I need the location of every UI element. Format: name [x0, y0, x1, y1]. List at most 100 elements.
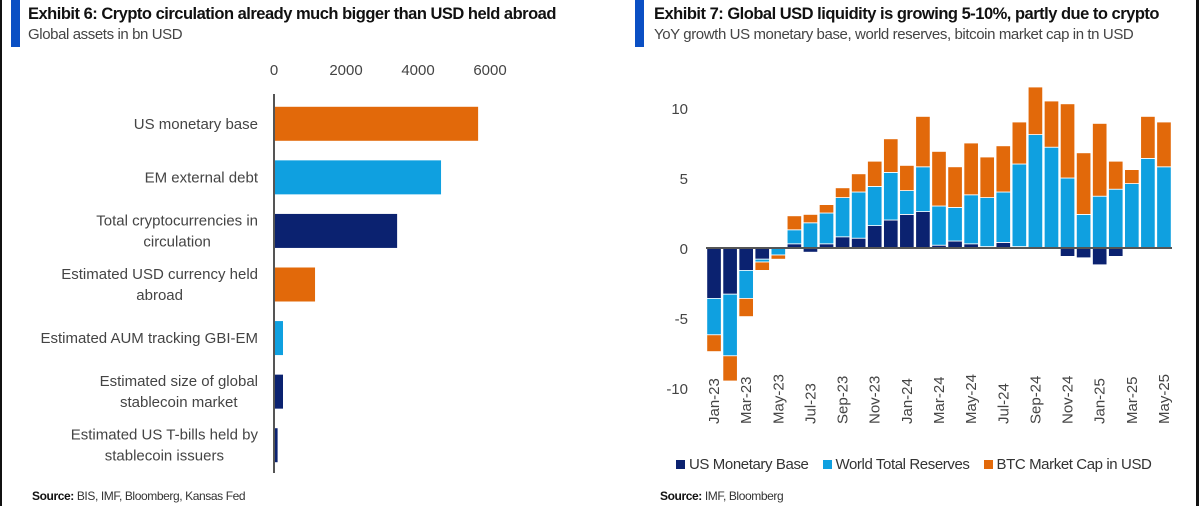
- legend-item: US Monetary Base: [676, 456, 809, 473]
- category-label: EM external debt: [145, 169, 259, 186]
- bar-segment: [706, 297, 722, 336]
- bar-segment: [867, 186, 883, 227]
- bar-segment: [706, 247, 722, 299]
- bar: [275, 213, 398, 248]
- bar-segment: [754, 247, 770, 260]
- x-tick-label: Nov-24: [1060, 376, 1077, 424]
- legend-item: BTC Market Cap in USD: [983, 456, 1152, 473]
- title-accent-bar: [635, 0, 644, 47]
- x-tick-label: Jan-24: [899, 378, 916, 424]
- x-tick-label: May-23: [770, 374, 787, 424]
- bar-segment: [1027, 86, 1044, 135]
- x-tick-label: Mar-24: [931, 376, 948, 424]
- bar-segment: [995, 191, 1011, 243]
- legend-label: BTC Market Cap in USD: [996, 456, 1152, 473]
- bar-segment: [1092, 195, 1108, 249]
- exhibit-7-subtitle: YoY growth US monetary base, world reser…: [654, 26, 1134, 43]
- x-tick-label: Mar-23: [738, 376, 755, 424]
- x-tick-label: Sep-24: [1027, 376, 1044, 424]
- bar-segment: [802, 213, 819, 224]
- bar: [275, 428, 278, 463]
- bar-segment: [818, 204, 835, 214]
- bar: [275, 267, 316, 302]
- bar-segment: [867, 225, 883, 249]
- bar-segment: [931, 205, 947, 246]
- bar-segment: [770, 254, 786, 260]
- bar-segment: [1140, 116, 1156, 159]
- x-tick-label: Jul-23: [802, 383, 819, 424]
- x-tick-label: May-24: [963, 374, 980, 424]
- y-tick-label: 10: [671, 101, 688, 118]
- bar-segment: [947, 240, 963, 249]
- category-label: Total cryptocurrencies in: [96, 212, 258, 229]
- bar-segment: [722, 355, 738, 382]
- source-text: IMF, Bloomberg: [701, 489, 784, 503]
- bar-segment: [1043, 100, 1060, 148]
- bar-segment: [867, 160, 883, 187]
- bar-segment: [738, 269, 754, 299]
- category-label: circulation: [143, 233, 211, 250]
- bar-segment: [1124, 169, 1140, 184]
- x-tick-label: Mar-25: [1124, 376, 1141, 424]
- exhibit-6-source: Source: BIS, IMF, Bloomberg, Kansas Fed: [32, 489, 246, 503]
- bar-segment: [722, 293, 738, 357]
- bar-segment: [754, 258, 770, 263]
- bar-segment: [802, 222, 819, 249]
- legend-item: World Total Reserves: [822, 456, 970, 473]
- bar-segment: [1092, 247, 1108, 266]
- exhibit-6-title: Exhibit 6: Crypto circulation already mu…: [28, 5, 556, 23]
- bar-segment: [1075, 213, 1092, 249]
- bar-segment: [931, 151, 947, 207]
- x-tick-label: Jan-25: [1092, 378, 1109, 424]
- title-accent-bar: [11, 0, 20, 47]
- category-label: stablecoin issuers: [105, 448, 224, 465]
- bar-segment: [1075, 247, 1092, 259]
- bar-segment: [1059, 247, 1076, 257]
- bar-segment: [995, 145, 1011, 193]
- source-text: BIS, IMF, Bloomberg, Kansas Fed: [73, 489, 246, 503]
- bar-segment: [786, 229, 803, 245]
- bar-segment: [1043, 146, 1060, 249]
- legend-label: US Monetary Base: [689, 456, 809, 473]
- bar-segment: [1027, 134, 1044, 249]
- bar-segment: [1108, 160, 1124, 190]
- x-tick-label: Jan-23: [706, 378, 723, 424]
- bar-segment: [1059, 103, 1076, 179]
- bar-segment: [899, 213, 915, 249]
- source-label: Source:: [32, 489, 74, 503]
- left-border: [0, 0, 2, 506]
- bar-segment: [979, 156, 995, 198]
- x-tick-label: Sep-23: [835, 376, 852, 424]
- bar-segment: [770, 247, 786, 256]
- exhibit-7-legend: US Monetary Base World Total Reserves BTC …: [676, 456, 1152, 473]
- bar-segment: [834, 236, 851, 249]
- bar-segment: [915, 116, 931, 168]
- bar: [275, 106, 479, 141]
- source-label: Source:: [660, 489, 702, 503]
- x-tick-label: Jul-24: [995, 383, 1012, 424]
- bar-segment: [947, 207, 963, 242]
- legend-label: World Total Reserves: [835, 456, 970, 473]
- bar-segment: [1092, 123, 1108, 197]
- legend-swatch: [983, 460, 993, 469]
- category-label: Estimated US T-bills held by: [71, 427, 259, 444]
- legend-swatch: [822, 460, 832, 469]
- bar-segment: [915, 166, 931, 213]
- bar-segment: [1156, 121, 1172, 168]
- bar-segment: [818, 212, 835, 245]
- bar-segment: [1108, 247, 1124, 257]
- bar-segment: [834, 187, 851, 199]
- exhibit-7-chart: -10 -5 0 5 10 Jan-23 Mar-23 May-23 Jul-23 Sep-23 N…: [666, 86, 1173, 424]
- bar-segment: [851, 237, 867, 249]
- bar-segment: [899, 165, 915, 192]
- bar-segment: [1124, 183, 1140, 249]
- bar: [275, 321, 283, 356]
- bar: [275, 374, 283, 409]
- bar-segment: [883, 172, 899, 221]
- y-tick-label: 5: [680, 171, 688, 188]
- category-label: Estimated AUM tracking GBI-EM: [40, 330, 258, 347]
- bar-segment: [1075, 152, 1092, 215]
- exhibit-6-panel: Exhibit 6: Crypto circulation already mu…: [2, 0, 600, 506]
- category-label: abroad: [136, 287, 183, 304]
- bar-segment: [706, 334, 722, 353]
